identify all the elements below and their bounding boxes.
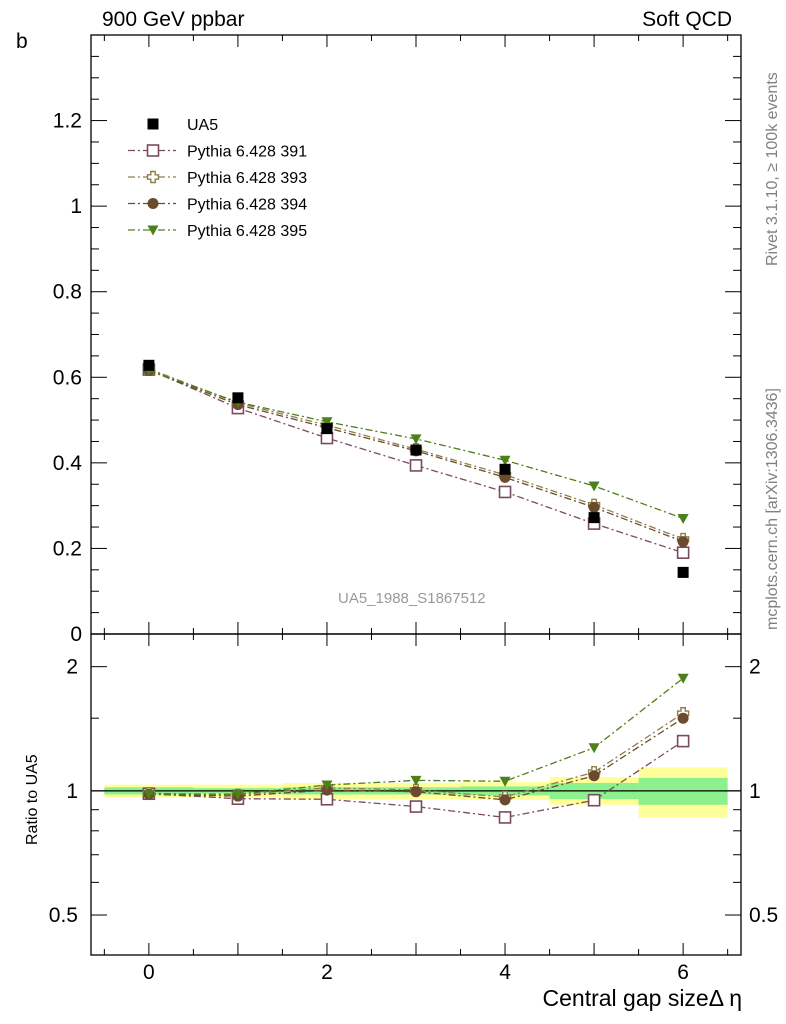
data-point	[588, 481, 600, 492]
series-ua5	[143, 359, 689, 578]
data-point	[232, 392, 244, 404]
y-tick-label: 0	[70, 623, 82, 646]
data-point	[410, 444, 422, 456]
data-point	[677, 513, 689, 524]
ratio-data-point	[321, 780, 333, 791]
rivet-version-label: Rivet 3.1.10, ≥ 100k events	[764, 72, 781, 266]
legend-marker	[147, 225, 159, 236]
y-tick-label: 1	[70, 195, 82, 218]
data-point	[588, 512, 600, 524]
ratio-data-point	[232, 789, 244, 800]
legend-marker	[147, 198, 159, 209]
data-point	[320, 431, 334, 445]
y-axis-label-ratio: Ratio to UA5	[24, 754, 41, 845]
y-tick-label: 1.2	[53, 110, 82, 133]
y-tick-label: 0.8	[53, 281, 82, 304]
ratio-data-point	[410, 786, 422, 798]
y-tick-label: 0.4	[53, 452, 83, 475]
ratio-y-tick-label: 1	[66, 780, 78, 803]
x-axis-label: Central gap sizeΔ η	[542, 985, 742, 1011]
data-point	[143, 359, 155, 371]
ratio-data-point	[499, 776, 511, 787]
ratio-data-point	[410, 775, 422, 786]
analysis-tag: UA5_1988_S1867512	[338, 590, 486, 607]
series-391	[142, 363, 690, 560]
ratio-data-point	[499, 794, 511, 806]
ratio-data-point	[143, 789, 155, 800]
data-point	[321, 417, 333, 428]
data-point	[499, 455, 511, 466]
y-tick-label: 0.6	[53, 366, 82, 389]
legend-label: Pythia 6.428 395	[187, 223, 307, 240]
data-point	[499, 463, 511, 475]
ratio-data-point	[677, 712, 689, 724]
ratio-data-point	[409, 800, 423, 813]
ratio-series-395	[143, 673, 689, 800]
ratio-y-tick-label: 0.5	[49, 904, 78, 927]
mcplots-label: mcplots.cern.ch [arXiv:1306.3436]	[764, 388, 781, 630]
legend-label: Pythia 6.428 394	[187, 197, 307, 214]
data-point	[677, 536, 689, 548]
ratio-data-point	[588, 743, 600, 754]
x-tick-label: 6	[677, 961, 689, 984]
data-point	[498, 485, 512, 499]
x-tick-label: 2	[321, 961, 333, 984]
ratio-data-point	[588, 770, 600, 782]
ratio-y-tick-label-right: 2	[749, 656, 761, 679]
ratio-data-point	[676, 734, 690, 748]
ratio-y-tick-label-right: 0.5	[749, 904, 778, 927]
ratio-data-point	[677, 673, 689, 684]
legend-marker	[146, 144, 160, 157]
legend-marker	[147, 118, 159, 130]
data-point	[677, 566, 689, 578]
data-point	[588, 501, 600, 513]
x-tick-label: 0	[143, 961, 155, 984]
legend: UA5 Pythia 6.428 391 Pythia 6.428 393 Pythi…	[128, 117, 307, 240]
data-point	[409, 459, 423, 472]
y-tick-label: 0.2	[53, 537, 82, 560]
series-394	[143, 364, 689, 548]
ratio-y-tick-label: 2	[66, 656, 78, 679]
data-point	[676, 546, 690, 560]
x-tick-label: 4	[499, 961, 511, 984]
data-point	[321, 423, 333, 435]
ratio-data-point	[587, 793, 601, 807]
header-right-label: Soft QCD	[642, 8, 732, 31]
y-axis-label-main: b	[16, 30, 28, 53]
header-left-label: 900 GeV ppbar	[102, 8, 245, 31]
ratio-data-point	[498, 811, 512, 824]
legend-marker	[146, 170, 160, 184]
legend-label: Pythia 6.428 393	[187, 170, 307, 187]
data-point	[410, 434, 422, 445]
legend-label: UA5	[187, 117, 218, 134]
ratio-y-tick-label-right: 1	[749, 780, 761, 803]
legend-label: Pythia 6.428 391	[187, 144, 307, 161]
